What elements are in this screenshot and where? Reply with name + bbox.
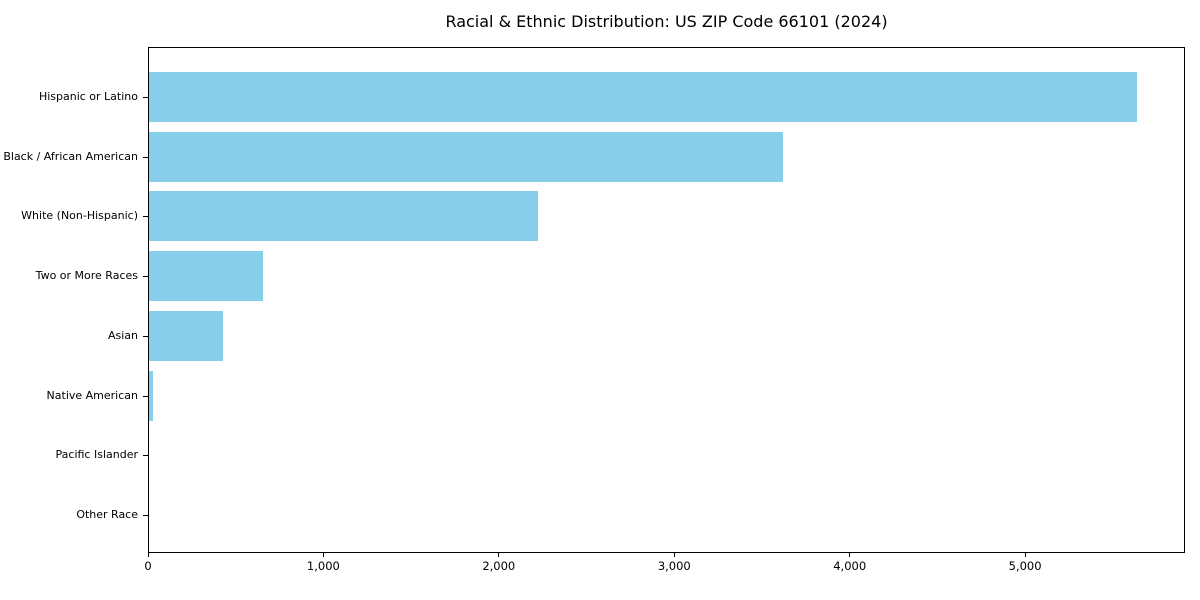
bar-black-african-american [149, 131, 784, 182]
chart-title: Racial & Ethnic Distribution: US ZIP Cod… [445, 12, 888, 31]
x-tick-label-5-000: 5,000 [1008, 559, 1042, 573]
x-tick-label-4-000: 4,000 [833, 559, 867, 573]
y-tick-mark [143, 335, 148, 337]
x-tick-label-0: 0 [144, 559, 152, 573]
y-tick-mark [143, 97, 148, 98]
y-tick-label-native-american: Native American [46, 388, 138, 402]
y-tick-mark [143, 216, 148, 218]
y-tick-label-two-or-more-races: Two or More Races [35, 269, 138, 283]
bar-hispanic-or-latino [149, 72, 1137, 122]
bar-white-non-hispanic [149, 191, 538, 242]
y-tick-label-hispanic-or-latino: Hispanic or Latino [38, 90, 138, 103]
y-tick-label-white-non-hispanic: White (Non-Hispanic) [21, 209, 138, 223]
plot-area [148, 47, 1185, 553]
bar-native-american [149, 370, 153, 421]
y-tick-mark [143, 514, 148, 516]
y-tick-mark [143, 455, 148, 457]
y-tick-mark [143, 395, 148, 397]
y-tick-label-black-african-american: Black / African American [3, 149, 138, 163]
x-tick-mark [673, 553, 675, 557]
x-tick-mark [147, 553, 149, 557]
y-axis-labels: Hispanic or Latino Black / African Americ… [0, 47, 140, 553]
x-tick-label-1-000: 1,000 [306, 559, 340, 573]
y-tick-mark [143, 156, 148, 158]
x-tick-label-3-000: 3,000 [657, 559, 691, 573]
bar-asian [149, 310, 223, 361]
x-tick-mark [1024, 553, 1026, 557]
y-tick-label-asian: Asian [107, 328, 138, 342]
bar-two-or-more-races [149, 251, 263, 302]
y-tick-label-pacific-islander: Pacific Islander [55, 448, 138, 462]
x-tick-mark [849, 553, 851, 557]
y-tick-label-other-race: Other Race [76, 507, 138, 521]
x-tick-mark [498, 553, 500, 557]
x-tick-label-2-000: 2,000 [482, 559, 516, 573]
y-tick-mark [143, 276, 148, 278]
x-tick-mark [322, 553, 324, 557]
